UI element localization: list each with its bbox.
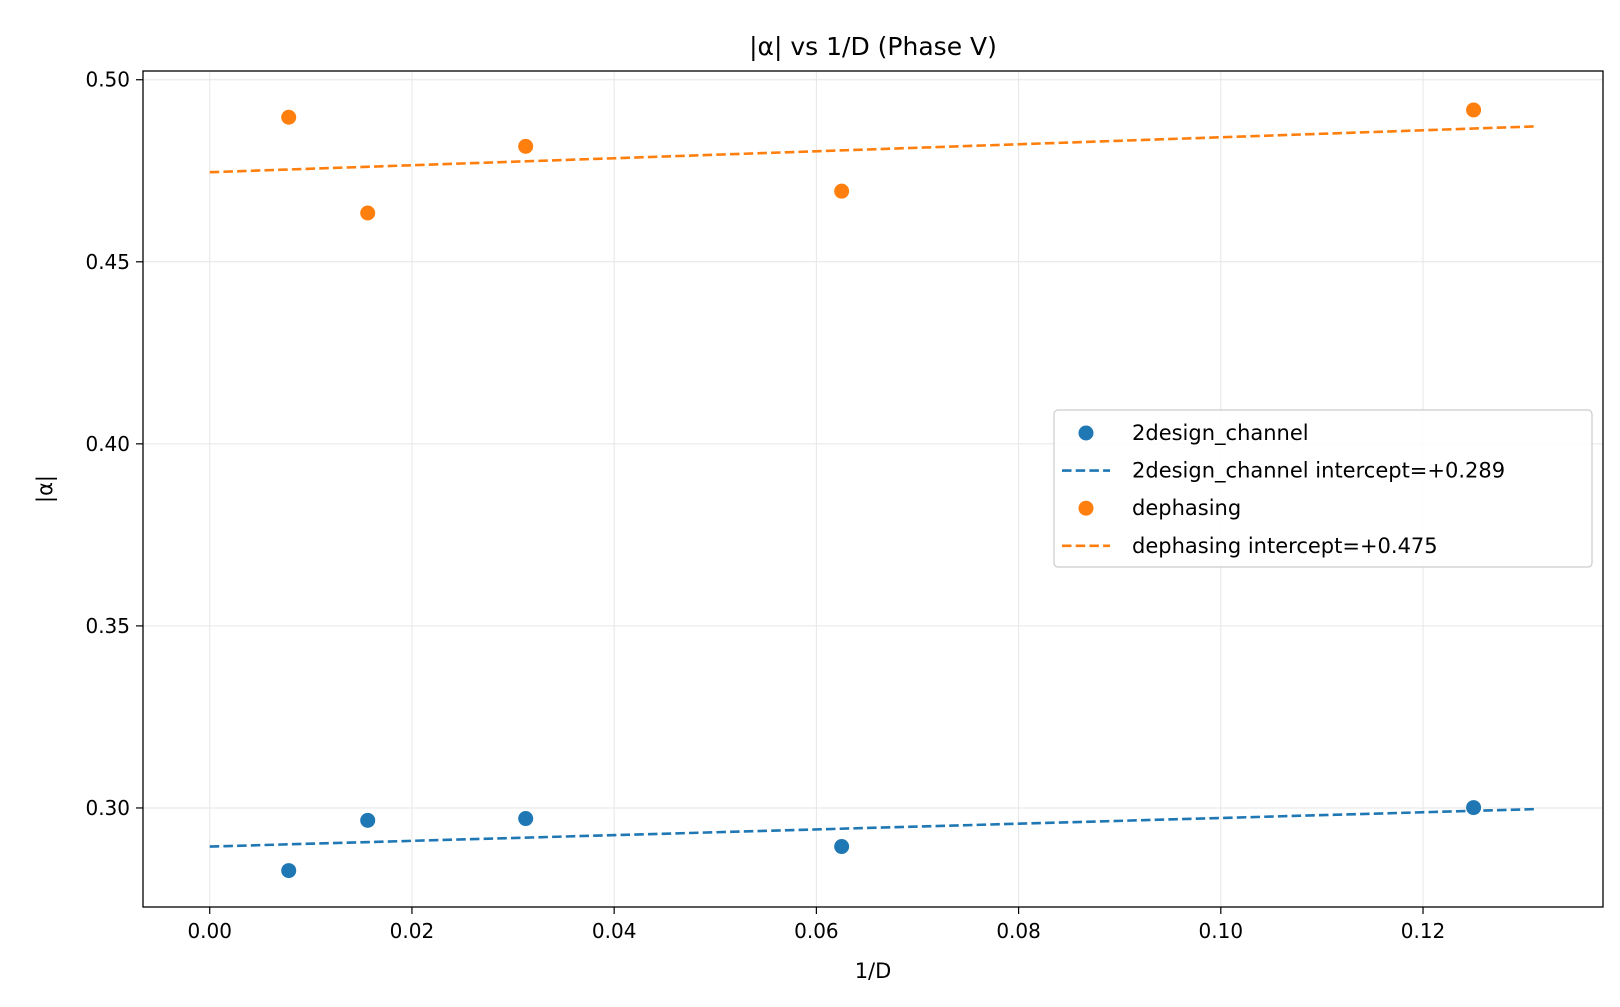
legend-marker [1078,425,1094,441]
x-tick-label: 0.00 [187,919,232,943]
data-point [518,138,534,154]
plot-frame [142,70,1604,908]
y-axis-ticks: 0.30 0.35 0.40 0.45 0.50 [85,68,143,820]
x-tick-label: 0.06 [794,919,839,943]
data-point [834,183,850,199]
data-point [834,839,850,855]
x-tick-label: 0.12 [1401,919,1446,943]
data-point [1466,102,1482,118]
legend-box [1053,409,1593,568]
y-tick-label: 0.45 [85,250,130,274]
x-axis-label: 1/D [855,959,892,983]
plot-series [209,102,1537,879]
legend-label: dephasing intercept=+0.475 [1132,534,1438,558]
x-tick-label: 0.08 [996,919,1041,943]
data-point [518,811,534,827]
data-point [281,863,297,879]
x-tick-label: 0.04 [592,919,637,943]
y-tick-label: 0.40 [85,432,130,456]
legend: 2design_channel 2design_channel intercept… [1053,409,1593,568]
legend-entries: 2design_channel 2design_channel intercept… [1062,421,1505,558]
x-tick-label: 0.10 [1199,919,1244,943]
legend-label: dephasing [1132,496,1241,520]
fit-line [209,807,1537,848]
x-tick-label: 0.02 [390,919,435,943]
legend-label: 2design_channel intercept=+0.289 [1132,459,1505,484]
data-point [360,812,376,828]
data-point [1466,800,1482,816]
chart-title: |α| vs 1/D (Phase V) [749,32,997,61]
x-axis-ticks: 0.00 0.02 0.04 0.06 0.08 0.10 0.12 [187,907,1445,943]
y-tick-label: 0.30 [85,796,130,820]
fit-line [209,125,1537,174]
data-point [281,109,297,125]
legend-marker [1078,500,1094,516]
y-tick-label: 0.35 [85,614,130,638]
y-axis-label: |α| [33,475,58,503]
data-point [360,205,376,221]
y-tick-label: 0.50 [85,68,130,92]
legend-label: 2design_channel [1132,421,1309,446]
